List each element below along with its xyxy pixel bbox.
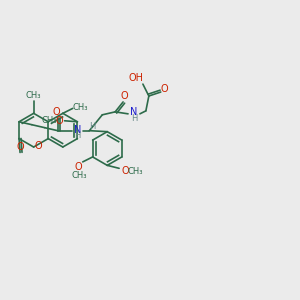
Text: O: O bbox=[75, 162, 82, 172]
Text: CH₃: CH₃ bbox=[73, 103, 88, 112]
Text: N: N bbox=[130, 107, 138, 117]
Text: N: N bbox=[74, 125, 81, 135]
Text: O: O bbox=[161, 84, 169, 94]
Text: H: H bbox=[74, 131, 81, 140]
Text: O: O bbox=[56, 116, 63, 126]
Text: O: O bbox=[120, 91, 128, 101]
Text: O: O bbox=[16, 142, 24, 152]
Text: CH₃: CH₃ bbox=[26, 91, 41, 100]
Text: OH: OH bbox=[128, 73, 143, 83]
Text: CH₃: CH₃ bbox=[71, 171, 86, 180]
Text: H: H bbox=[131, 114, 137, 123]
Text: O: O bbox=[53, 107, 61, 117]
Text: O: O bbox=[35, 141, 42, 151]
Text: CH₃: CH₃ bbox=[127, 167, 143, 176]
Text: O: O bbox=[121, 166, 129, 176]
Text: CH₃: CH₃ bbox=[42, 116, 57, 125]
Text: H: H bbox=[89, 122, 96, 131]
